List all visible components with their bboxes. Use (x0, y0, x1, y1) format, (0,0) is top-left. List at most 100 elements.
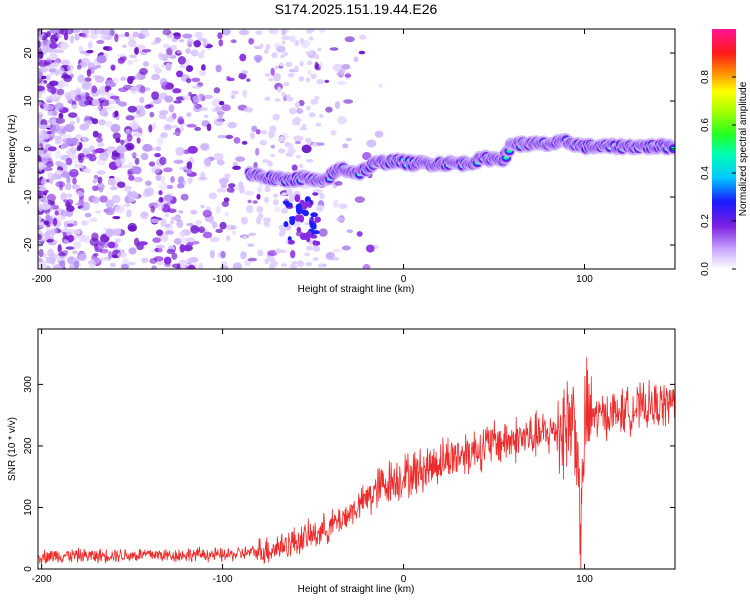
noise-speckle (116, 145, 127, 154)
noise-speckle (149, 257, 158, 264)
noise-speckle (164, 117, 173, 122)
noise-speckle (330, 129, 337, 136)
noise-speckle (215, 205, 221, 214)
noise-speckle (231, 90, 239, 95)
noise-speckle (164, 212, 170, 218)
noise-speckle (193, 40, 201, 48)
noise-speckle (134, 47, 139, 55)
noise-speckle (155, 244, 165, 249)
noise-speckle (252, 200, 258, 204)
noise-speckle (49, 256, 56, 265)
noise-speckle (80, 57, 91, 67)
snr-y-tick-label: 100 (23, 499, 34, 516)
noise-speckle (151, 265, 157, 269)
noise-speckle (96, 40, 105, 45)
noise-speckle (203, 157, 212, 167)
noise-speckle (242, 89, 248, 98)
signal-tail (294, 194, 301, 203)
noise-speckle (38, 124, 48, 130)
noise-speckle (262, 159, 270, 164)
noise-speckle (256, 205, 264, 213)
noise-speckle (60, 192, 67, 201)
noise-speckle (227, 121, 238, 129)
noise-speckle (218, 100, 225, 106)
noise-speckle (253, 54, 263, 62)
noise-speckle (72, 250, 79, 255)
noise-speckle (90, 29, 96, 39)
noise-speckle (198, 262, 204, 269)
noise-speckle (225, 235, 231, 242)
noise-speckle (232, 262, 242, 269)
noise-speckle (84, 77, 92, 82)
noise-speckle (211, 98, 222, 107)
noise-speckle (46, 31, 51, 38)
noise-speckle (40, 202, 51, 211)
noise-speckle (247, 199, 252, 204)
noise-speckle (264, 73, 271, 77)
noise-speckle (98, 187, 104, 193)
noise-speckle (84, 220, 89, 226)
noise-speckle (84, 212, 92, 218)
noise-speckle (158, 182, 169, 191)
spectrogram-x-tick-label: 100 (576, 274, 593, 285)
noise-speckle (175, 70, 184, 78)
noise-speckle (47, 146, 57, 152)
snr-x-tick-label: 0 (401, 574, 407, 585)
noise-speckle (312, 246, 321, 252)
snr-marks (38, 357, 675, 569)
noise-speckle (261, 129, 268, 135)
noise-speckle (98, 239, 105, 246)
noise-speckle (176, 183, 185, 189)
noise-speckle (144, 188, 154, 197)
noise-speckle (54, 102, 64, 111)
noise-speckle (279, 229, 286, 237)
noise-speckle (341, 63, 351, 70)
noise-speckle (281, 192, 288, 196)
noise-speckle (164, 95, 174, 103)
noise-speckle (239, 185, 245, 194)
spectrogram-y-tick-label: 0 (23, 146, 34, 152)
noise-speckle (38, 30, 45, 38)
noise-speckle (104, 79, 115, 87)
noise-speckle (305, 77, 311, 83)
noise-speckle (217, 32, 223, 40)
noise-speckle (59, 260, 66, 267)
noise-speckle (220, 177, 230, 183)
noise-speckle (139, 96, 145, 104)
noise-speckle (160, 131, 168, 139)
noise-speckle (64, 123, 75, 133)
noise-speckle (81, 81, 92, 90)
noise-speckle (115, 137, 121, 143)
noise-speckle (186, 112, 192, 118)
noise-speckle (69, 120, 76, 126)
signal-tail (287, 236, 292, 241)
snr-y-ticks: 0 100 200 300 (23, 376, 675, 572)
noise-speckle (274, 65, 279, 70)
noise-speckle (314, 53, 320, 60)
noise-speckle (202, 38, 208, 47)
noise-speckle (38, 54, 44, 60)
snr-panel: -200 -100 0 100 0 100 200 300 Height of straig… (7, 328, 676, 595)
noise-speckle (239, 53, 247, 62)
noise-speckle (111, 152, 122, 161)
noise-speckle (103, 105, 114, 112)
noise-speckle (120, 263, 130, 269)
noise-speckle (230, 39, 237, 44)
noise-speckle (51, 118, 57, 126)
noise-speckle (166, 248, 176, 254)
noise-speckle (45, 265, 51, 269)
noise-speckle (221, 29, 231, 36)
snr-y-tick-label: 300 (23, 376, 34, 393)
noise-speckle (190, 209, 198, 215)
noise-speckle (95, 64, 102, 69)
noise-speckle (203, 114, 209, 119)
noise-speckle (299, 38, 305, 44)
noise-speckle (263, 49, 269, 54)
noise-speckle (197, 226, 206, 233)
noise-speckle (344, 36, 355, 43)
noise-speckle (235, 156, 246, 162)
noise-speckle (214, 117, 224, 127)
noise-speckle (78, 253, 87, 262)
noise-speckle (168, 104, 175, 113)
noise-speckle (217, 251, 227, 259)
